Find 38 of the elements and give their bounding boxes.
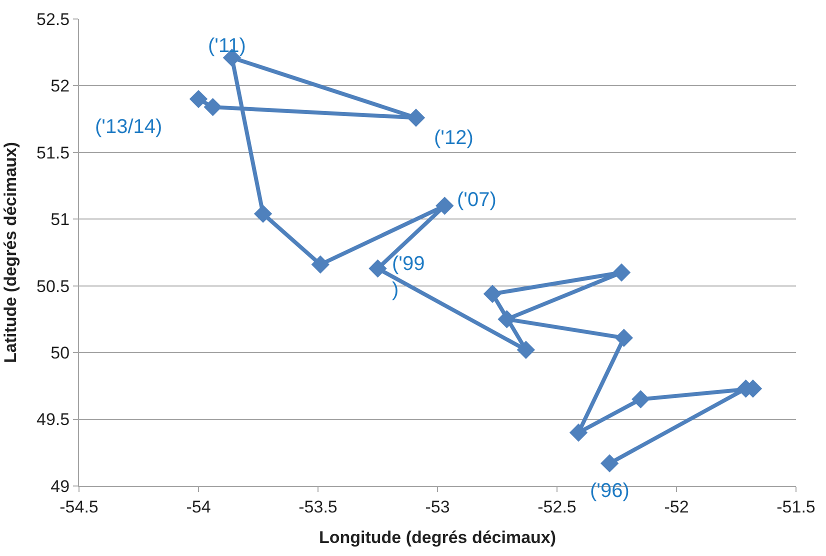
y-tick-label: 51.5 — [36, 143, 70, 162]
annotation: ('99 ) — [392, 253, 425, 301]
point — [612, 263, 631, 282]
y-tick-label: 52.5 — [36, 10, 70, 29]
point — [406, 108, 426, 127]
point — [483, 284, 502, 303]
annotation: ('96) — [590, 480, 630, 502]
point — [204, 98, 222, 116]
x-tick-label: -51.5 — [776, 497, 816, 516]
x-tick-label: -53.5 — [298, 497, 338, 516]
y-tick-label: 49.5 — [36, 410, 70, 430]
annotation: ('07) — [457, 189, 496, 211]
x-tick-label: -52 — [664, 497, 689, 516]
y-tick-label: 52 — [50, 76, 70, 96]
point — [516, 340, 536, 359]
x-tick-label: -54 — [186, 497, 211, 516]
point — [498, 310, 516, 328]
point — [368, 259, 387, 278]
y-tick-label: 49 — [50, 476, 70, 496]
annotation: ('11) — [208, 35, 246, 57]
point — [614, 328, 634, 347]
point — [311, 255, 330, 274]
annotation: ('12) — [434, 127, 474, 149]
point — [189, 90, 208, 108]
annotation: ('13/14) — [95, 116, 162, 138]
point — [436, 196, 454, 215]
x-tick-label: -53 — [425, 497, 450, 516]
y-tick-label: 50.5 — [36, 276, 70, 296]
point — [600, 454, 619, 472]
x-tick-label: -52.5 — [538, 497, 576, 516]
point — [632, 390, 650, 408]
y-tick-label: 51 — [50, 210, 70, 230]
y-tick-label: 50 — [50, 344, 70, 363]
y-axis-title: Latitude (degrés décimaux) — [1, 142, 20, 364]
x-axis-title: Longitude (degrés décimaux) — [318, 528, 556, 547]
point — [254, 204, 272, 223]
point — [569, 424, 588, 442]
x-tick-label: -54.5 — [60, 497, 98, 516]
